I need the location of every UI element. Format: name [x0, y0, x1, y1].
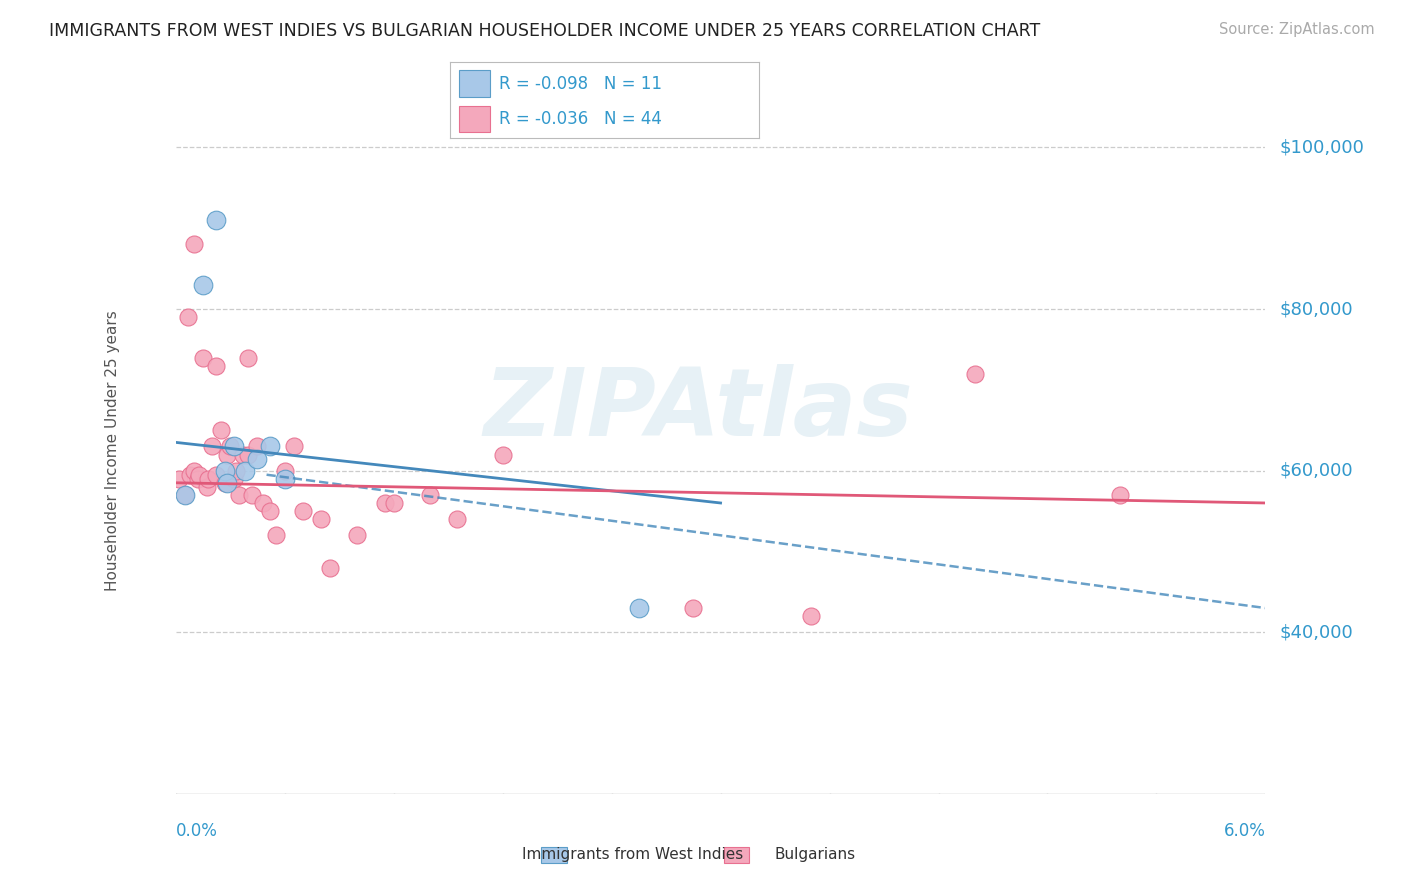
- Point: [204, 213, 226, 227]
- Point: [214, 464, 236, 478]
- Point: [191, 351, 214, 365]
- Point: [225, 464, 247, 478]
- Point: [204, 467, 226, 482]
- Point: [197, 472, 219, 486]
- Point: [183, 464, 205, 478]
- Text: $100,000: $100,000: [1279, 138, 1365, 156]
- Point: [215, 475, 238, 490]
- Point: [191, 277, 214, 292]
- Point: [201, 439, 224, 453]
- Point: [346, 528, 368, 542]
- Point: [195, 480, 218, 494]
- Point: [259, 504, 281, 518]
- Text: $80,000: $80,000: [1279, 300, 1354, 318]
- Text: 0.0%: 0.0%: [176, 822, 218, 840]
- Point: [274, 464, 297, 478]
- Point: [219, 439, 242, 453]
- Point: [419, 488, 441, 502]
- FancyBboxPatch shape: [460, 105, 491, 132]
- Point: [446, 512, 468, 526]
- Point: [1109, 488, 1132, 502]
- Point: [682, 601, 704, 615]
- Point: [382, 496, 405, 510]
- Point: [238, 351, 260, 365]
- Text: 6.0%: 6.0%: [1223, 822, 1265, 840]
- Text: ZIPAtlas: ZIPAtlas: [484, 364, 914, 456]
- Point: [204, 359, 226, 373]
- Point: [233, 464, 256, 478]
- Point: [179, 467, 201, 482]
- Point: [177, 310, 200, 325]
- Text: $60,000: $60,000: [1279, 462, 1354, 480]
- Point: [240, 488, 263, 502]
- Point: [169, 472, 191, 486]
- Bar: [541, 847, 567, 863]
- Point: [183, 237, 205, 252]
- Point: [374, 496, 396, 510]
- Point: [309, 512, 332, 526]
- Point: [283, 439, 305, 453]
- Point: [246, 439, 269, 453]
- Bar: [724, 847, 749, 863]
- Point: [264, 528, 287, 542]
- Text: Householder Income Under 25 years: Householder Income Under 25 years: [104, 310, 120, 591]
- Point: [259, 439, 281, 453]
- Point: [222, 472, 245, 486]
- Text: Bulgarians: Bulgarians: [775, 847, 856, 862]
- Point: [228, 488, 250, 502]
- Point: [173, 488, 195, 502]
- Point: [215, 448, 238, 462]
- Point: [238, 448, 260, 462]
- Text: $40,000: $40,000: [1279, 624, 1354, 641]
- Point: [232, 448, 254, 462]
- Point: [222, 439, 245, 453]
- Text: IMMIGRANTS FROM WEST INDIES VS BULGARIAN HOUSEHOLDER INCOME UNDER 25 YEARS CORRE: IMMIGRANTS FROM WEST INDIES VS BULGARIAN…: [49, 22, 1040, 40]
- FancyBboxPatch shape: [460, 70, 491, 96]
- Point: [291, 504, 314, 518]
- Point: [209, 423, 232, 437]
- Point: [252, 496, 274, 510]
- Text: R = -0.036   N = 44: R = -0.036 N = 44: [499, 111, 662, 128]
- Text: Source: ZipAtlas.com: Source: ZipAtlas.com: [1219, 22, 1375, 37]
- Point: [173, 488, 195, 502]
- Point: [188, 467, 211, 482]
- Point: [963, 367, 986, 381]
- Point: [274, 472, 297, 486]
- Point: [492, 448, 515, 462]
- Point: [246, 451, 269, 466]
- Text: Immigrants from West Indies: Immigrants from West Indies: [522, 847, 744, 862]
- Point: [800, 609, 823, 624]
- Text: R = -0.098   N = 11: R = -0.098 N = 11: [499, 75, 662, 93]
- Point: [214, 475, 236, 490]
- Point: [186, 472, 209, 486]
- Point: [319, 560, 342, 574]
- Point: [627, 601, 650, 615]
